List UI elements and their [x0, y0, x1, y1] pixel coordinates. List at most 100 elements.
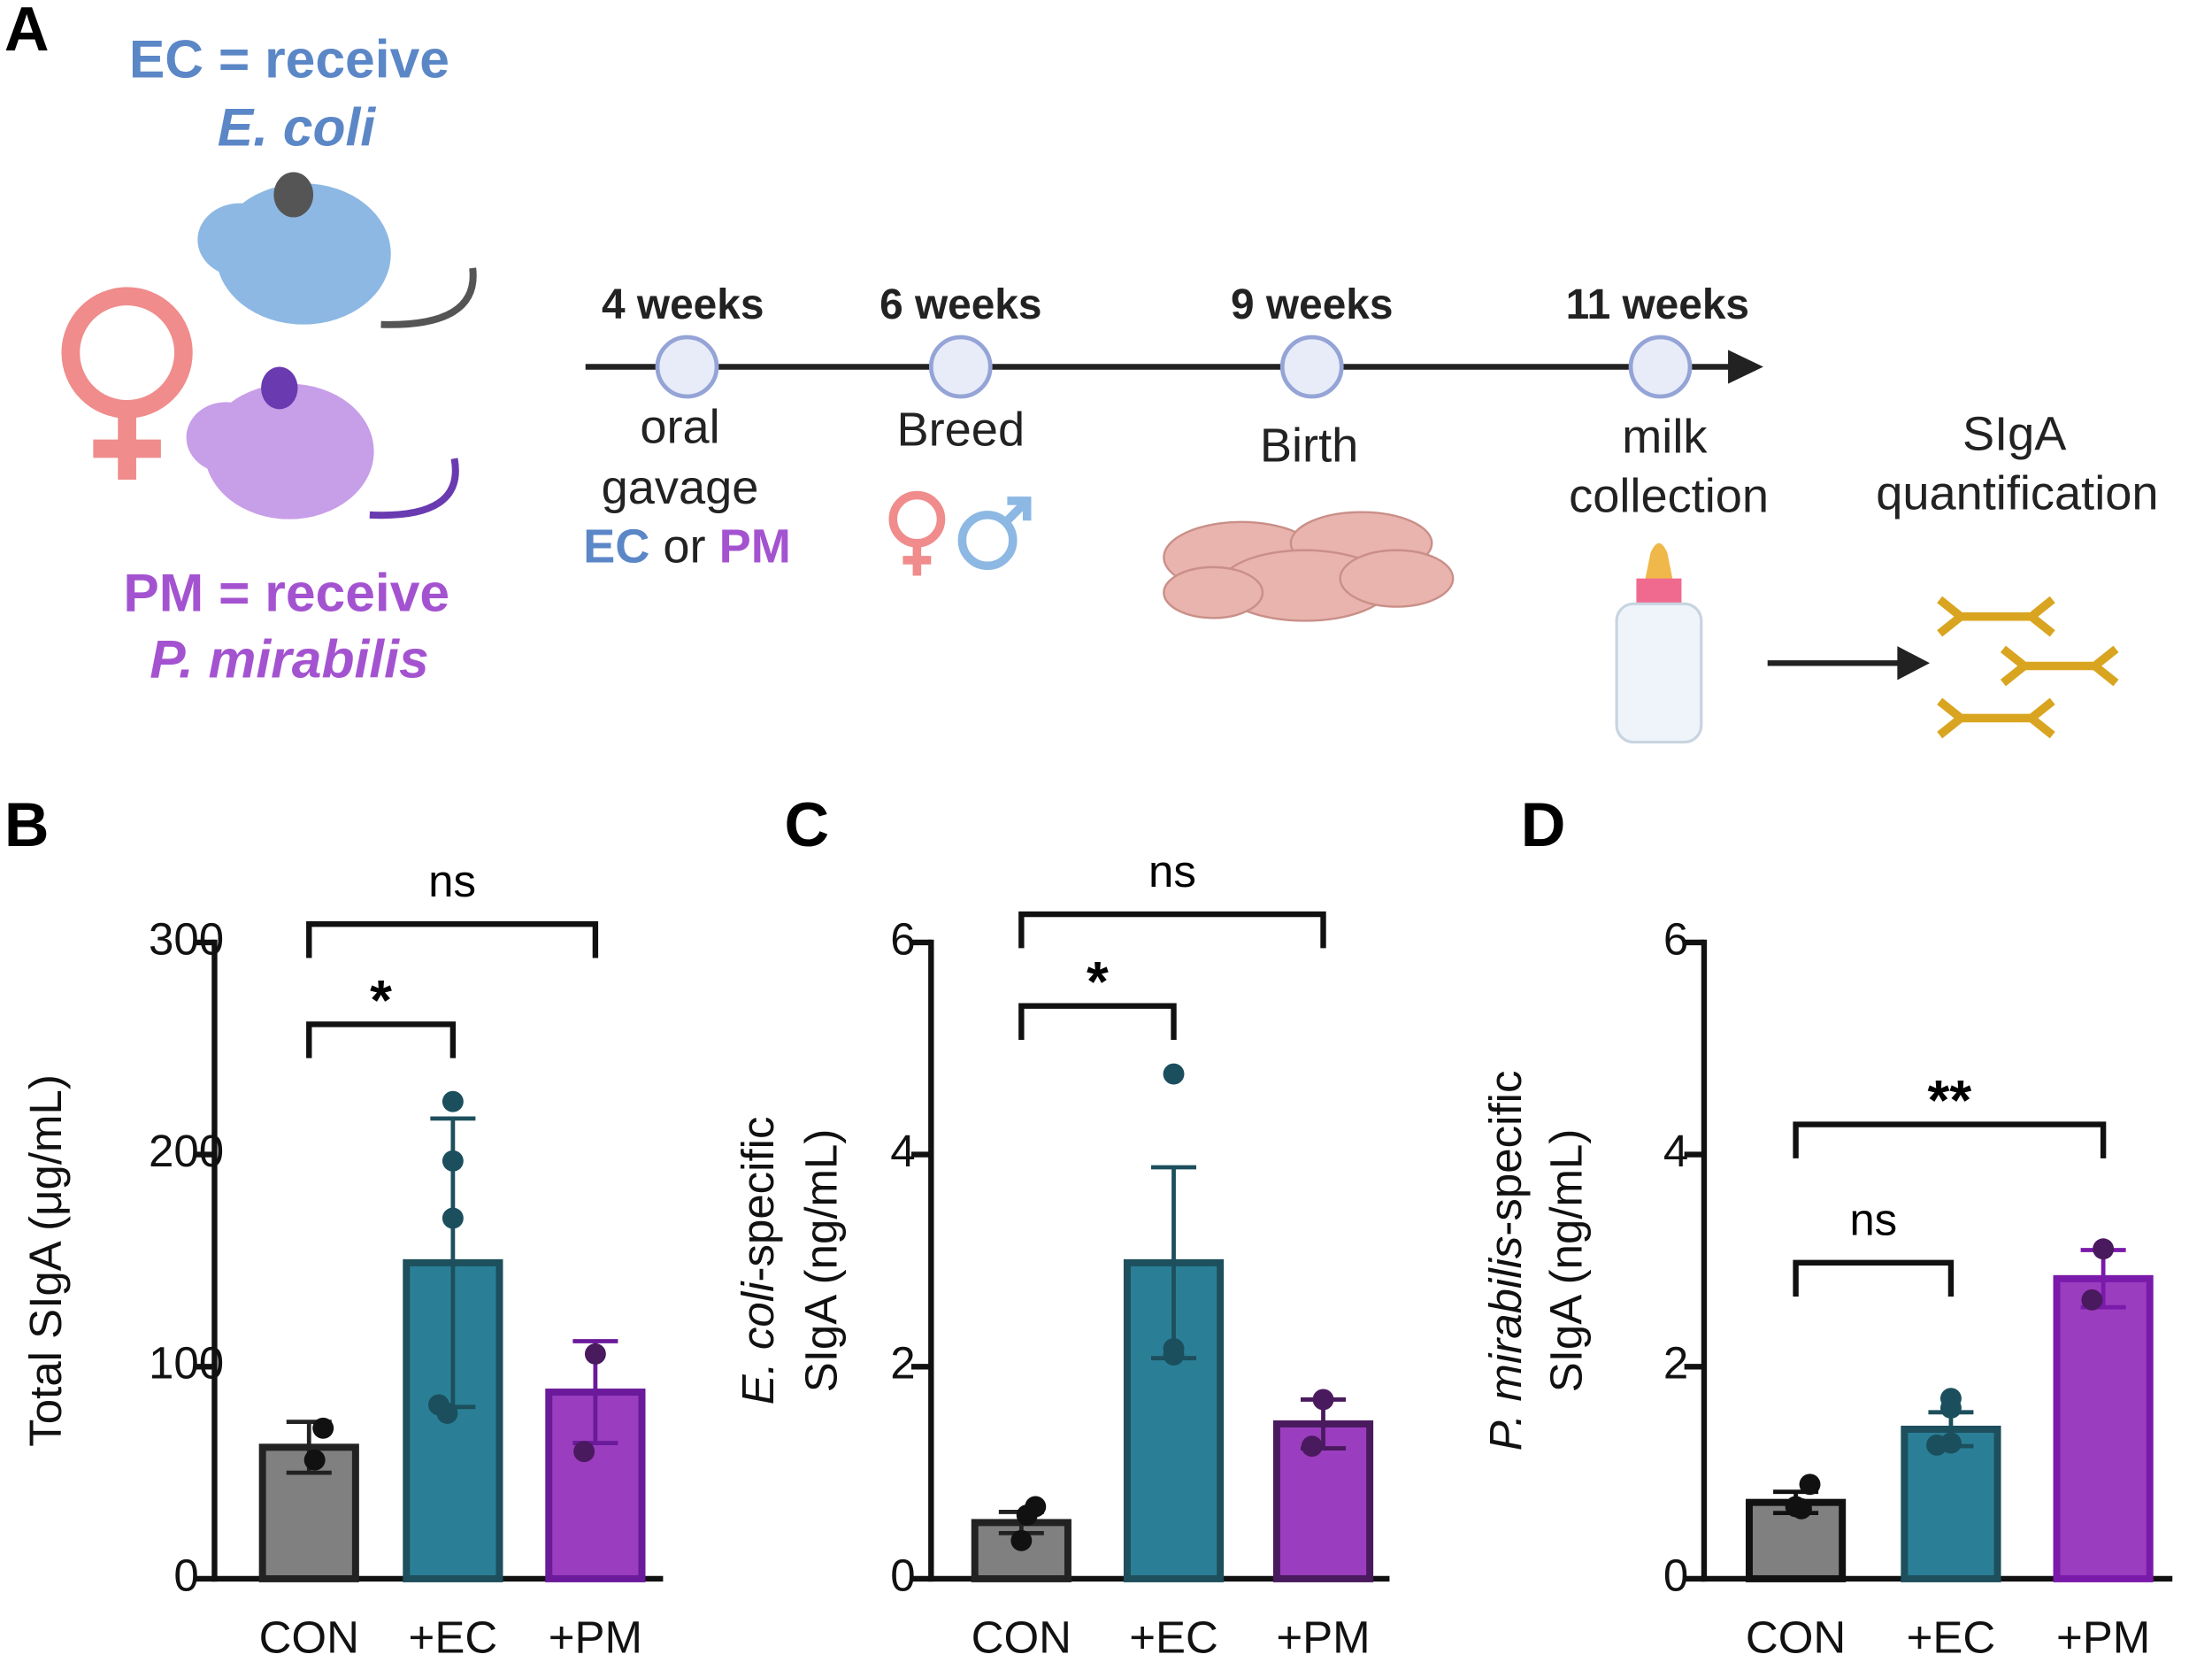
step-label: Breed — [896, 404, 1025, 457]
step-label-part: or — [649, 520, 718, 573]
data-point — [442, 1090, 464, 1112]
y-tick-label: 100 — [149, 1338, 224, 1389]
y-axis-label-part: -specific — [733, 1116, 783, 1281]
y-tick-label: 6 — [890, 913, 915, 964]
data-point — [1016, 1504, 1038, 1526]
y-axis-label-part: P. mirabilis — [1480, 1236, 1531, 1451]
y-tick-label: 4 — [890, 1126, 915, 1176]
x-tick-label: +PM — [549, 1612, 642, 1662]
data-point — [2093, 1238, 2115, 1260]
y-axis-label: SIgA (ng/mL) — [1541, 1129, 1592, 1393]
y-tick-label: 0 — [890, 1550, 915, 1600]
x-tick-label: +EC — [409, 1612, 498, 1662]
data-point — [1163, 1344, 1185, 1366]
significance-bracket — [1793, 1121, 2107, 1158]
data-point — [2081, 1289, 2103, 1311]
data-point — [312, 1417, 334, 1439]
panel-label: C — [785, 790, 830, 859]
time-label: 6 weeks — [879, 281, 1041, 328]
data-point — [573, 1441, 595, 1463]
step-label: oral — [640, 401, 719, 454]
y-tick-label: 6 — [1663, 913, 1688, 964]
step-label: milk — [1622, 411, 1708, 464]
data-point — [436, 1403, 458, 1424]
y-axis-label-part: SIgA (ng/mL) — [1541, 1129, 1592, 1393]
sex-symbols — [888, 490, 1032, 576]
significance-label: * — [370, 968, 392, 1032]
x-tick-label: +EC — [1907, 1612, 1996, 1662]
data-point — [1799, 1473, 1821, 1496]
x-tick-label: +EC — [1129, 1612, 1218, 1662]
data-point — [584, 1343, 606, 1365]
step-label: quantification — [1876, 466, 2158, 519]
timeline-arrow — [1728, 350, 1763, 384]
milk-bottle — [1615, 542, 1703, 744]
panel-label: B — [4, 790, 50, 859]
significance-bracket — [306, 921, 599, 958]
significance-bracket — [1793, 1259, 1955, 1297]
time-label: 9 weeks — [1231, 281, 1393, 328]
y-axis-label-part: SIgA (ng/mL) — [796, 1129, 847, 1393]
y-tick-label: 300 — [149, 913, 224, 964]
y-axis-label: E. coli-specific — [733, 1116, 783, 1404]
y-tick-label: 200 — [149, 1126, 224, 1176]
x-tick-label: CON — [972, 1612, 1071, 1662]
x-tick-label: CON — [1746, 1612, 1846, 1662]
step-label: SIgA — [1962, 408, 2067, 461]
y-axis-label: SIgA (ng/mL) — [796, 1129, 847, 1393]
pups — [1163, 511, 1455, 622]
mouse-pm — [186, 366, 459, 519]
y-tick-label: 2 — [1663, 1338, 1688, 1389]
data-point — [1939, 1397, 1962, 1419]
antibodies — [1937, 596, 2119, 739]
step-label: gavage — [602, 461, 759, 514]
y-axis-label-part: E. coli — [733, 1281, 783, 1405]
group-label: EC = receive — [129, 29, 449, 89]
significance-label: ** — [1928, 1068, 1972, 1132]
time-label: 11 weeks — [1566, 281, 1749, 328]
panel-a: A EC = receive E. coli PM = receive P. m… — [4, 0, 2159, 744]
significance-bracket — [1018, 1003, 1177, 1040]
significance-label: ns — [428, 856, 476, 906]
time-label: 4 weeks — [602, 281, 764, 328]
significance-label: * — [1087, 950, 1109, 1013]
step-label: EC or PM — [583, 520, 791, 573]
data-point — [442, 1207, 464, 1229]
step-label: Birth — [1260, 419, 1358, 472]
significance-bracket — [1018, 911, 1326, 949]
panel-label: A — [4, 0, 50, 64]
y-tick-label: 4 — [1663, 1126, 1688, 1176]
data-point — [303, 1449, 326, 1471]
data-point — [1010, 1529, 1033, 1551]
data-point — [1301, 1435, 1323, 1458]
y-axis-label-part: -specific — [1480, 1071, 1531, 1236]
group-label: PM = receive — [123, 562, 449, 622]
significance-label: ns — [1849, 1195, 1897, 1245]
y-tick-label: 0 — [1663, 1550, 1688, 1600]
y-axis-label: Total SIgA (μg/mL) — [20, 1074, 71, 1447]
significance-bracket — [306, 1021, 457, 1058]
arrow-head — [1897, 646, 1931, 681]
female-symbol — [61, 287, 193, 481]
significance-label: ns — [1148, 846, 1196, 896]
y-tick-label: 2 — [890, 1338, 915, 1389]
bar — [2053, 1274, 2154, 1582]
panel-label: D — [1521, 790, 1566, 859]
group-label: P. mirabilis — [150, 628, 428, 689]
x-tick-label: +PM — [2056, 1612, 2150, 1662]
step-label: collection — [1569, 470, 1769, 523]
y-tick-label: 0 — [173, 1550, 198, 1600]
step-label-part: PM — [719, 520, 791, 573]
y-axis-label: P. mirabilis-specific — [1480, 1071, 1531, 1451]
x-tick-label: +PM — [1276, 1612, 1370, 1662]
x-tick-label: CON — [259, 1612, 359, 1662]
timeline-markers — [655, 335, 1693, 399]
group-label: E. coli — [218, 96, 377, 157]
data-point — [1163, 1063, 1185, 1085]
step-label-part: EC — [583, 520, 649, 573]
data-point — [442, 1150, 464, 1172]
data-point — [1312, 1389, 1334, 1411]
mouse-ec — [197, 172, 477, 328]
bar — [1901, 1425, 2001, 1582]
